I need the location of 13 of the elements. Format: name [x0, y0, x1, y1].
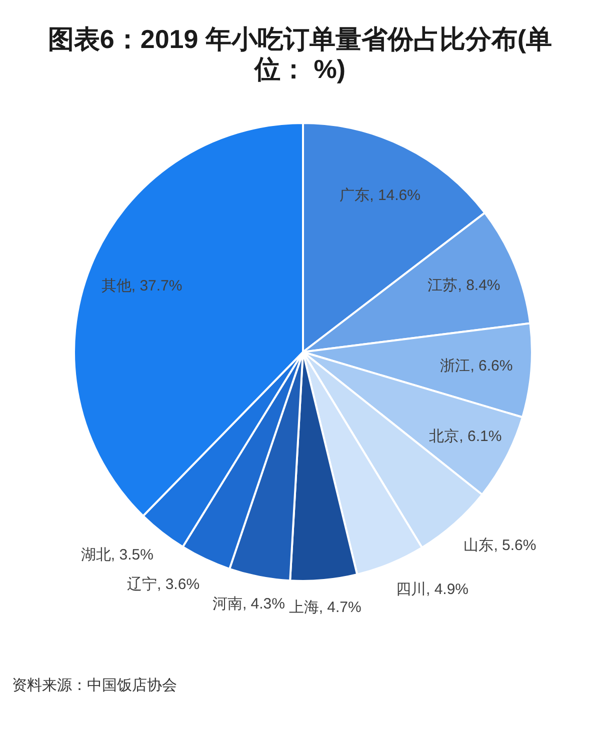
chart-title: 图表6：2019 年小吃订单量省份占比分布(单位： %): [46, 24, 554, 84]
slice-label: 上海, 4.7%: [288, 599, 362, 616]
slice-label: 山东, 5.6%: [464, 536, 536, 554]
text: 资料来源：中国饭店协会: [12, 676, 178, 696]
slice-label: 江苏, 8.4%: [428, 277, 500, 294]
slice-label: 其他, 37.7%: [101, 278, 182, 295]
slice-label: 北京, 6.1%: [429, 428, 502, 445]
slice-label: 辽宁, 3.6%: [127, 576, 200, 594]
slice-label: 浙江, 6.6%: [440, 357, 513, 374]
slice-label: 广东, 14.6%: [340, 187, 420, 204]
slice-label: 湖北, 3.5%: [80, 546, 154, 564]
slice-label: 四川, 4.9%: [396, 580, 469, 598]
slice-label: 河南, 4.3%: [212, 596, 285, 613]
